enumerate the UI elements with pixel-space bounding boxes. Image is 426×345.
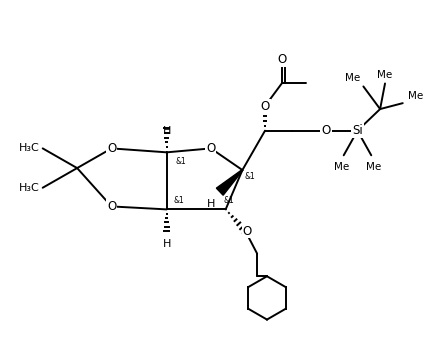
Text: O: O <box>243 225 252 237</box>
Text: O: O <box>321 124 331 137</box>
Text: &1: &1 <box>224 196 234 206</box>
Text: Si: Si <box>352 124 363 137</box>
Text: &1: &1 <box>245 172 255 181</box>
Text: O: O <box>206 142 216 155</box>
Text: O: O <box>107 142 116 155</box>
Text: Me: Me <box>377 70 393 80</box>
Text: H: H <box>162 239 171 249</box>
Text: H₃C: H₃C <box>19 183 40 193</box>
Polygon shape <box>216 170 243 195</box>
Text: O: O <box>277 53 286 66</box>
Text: O: O <box>260 100 270 112</box>
Text: &1: &1 <box>173 196 184 206</box>
Text: H₃C: H₃C <box>19 144 40 154</box>
Text: H: H <box>207 199 215 209</box>
Text: Me: Me <box>345 73 360 83</box>
Text: H: H <box>162 126 171 136</box>
Text: Me: Me <box>366 162 381 172</box>
Text: &1: &1 <box>176 157 186 166</box>
Text: Me: Me <box>334 162 349 172</box>
Text: Me: Me <box>408 91 423 101</box>
Text: O: O <box>107 200 116 213</box>
